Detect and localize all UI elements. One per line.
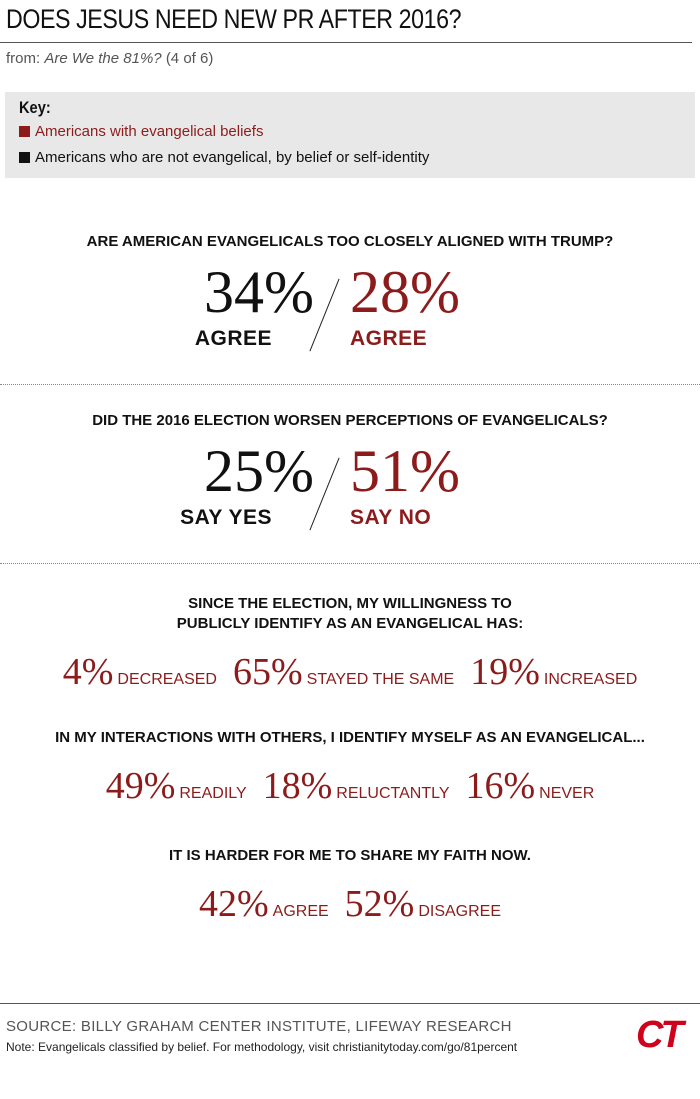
stat: 49% READILY	[106, 764, 247, 808]
left-value: 25%	[204, 438, 314, 504]
subtitle: from: Are We the 81%? (4 of 6)	[6, 50, 213, 67]
stat: 4% DECREASED	[63, 650, 217, 694]
right-label: SAY NO	[350, 506, 432, 529]
stat-row: 4% DECREASED 65% STAYED THE SAME 19% INCREASE…	[0, 650, 700, 694]
logo: CT	[636, 1014, 684, 1056]
stat: 65% STAYED THE SAME	[233, 650, 454, 694]
key-item: Americans who are not evangelical, by be…	[19, 149, 429, 166]
stat-value: 19%	[470, 651, 540, 693]
stat: 16% NEVER	[466, 764, 595, 808]
right-value: 51%	[350, 438, 460, 504]
stat-label: AGREE	[272, 903, 329, 920]
stat-value: 42%	[198, 883, 269, 925]
stat-label: DISAGREE	[418, 903, 501, 920]
key-swatch	[19, 126, 30, 137]
note: Note: Evangelicals classified by belief.…	[6, 1040, 518, 1054]
stat-value: 49%	[105, 765, 176, 807]
key: Key: Americans with evangelical beliefs A…	[5, 92, 695, 178]
stat-value: 16%	[465, 765, 536, 807]
footer-rule	[0, 1003, 700, 1004]
left-label: SAY YES	[180, 506, 272, 529]
right-value: 28%	[350, 259, 460, 325]
question: PUBLICLY IDENTIFY AS AN EVANGELICAL HAS:	[176, 615, 524, 632]
stat-row: 42% AGREE 52% DISAGREE	[0, 882, 700, 926]
title-rule	[0, 42, 692, 43]
stat-label: STAYED THE SAME	[306, 671, 455, 688]
stat-value: 4%	[62, 651, 114, 693]
title: DOES JESUS NEED NEW PR AFTER 2016?	[6, 4, 462, 34]
key-item: Americans with evangelical beliefs	[19, 123, 263, 140]
stat-value: 52%	[344, 883, 415, 925]
part: (4 of 6)	[165, 50, 214, 67]
question: IT IS HARDER FOR ME TO SHARE MY FAITH NO…	[169, 847, 531, 864]
stat-row: 49% READILY 18% RELUCTANTLY 16% NEVER	[0, 764, 700, 808]
divider	[0, 384, 700, 385]
left-label: AGREE	[194, 327, 272, 350]
key-title: Key:	[19, 98, 51, 117]
source-title: Are We the 81%?	[44, 50, 162, 67]
from: from:	[6, 50, 41, 67]
source: SOURCE: BILLY GRAHAM CENTER INSTITUTE, L…	[6, 1018, 512, 1035]
stat-label: READILY	[179, 785, 247, 802]
question: DID THE 2016 ELECTION WORSEN PERCEPTIONS…	[92, 412, 608, 429]
stat-label: DECREASED	[117, 671, 217, 688]
question: ARE AMERICAN EVANGELICALS TOO CLOSELY AL…	[86, 233, 614, 250]
left-value: 34%	[204, 259, 314, 325]
key-swatch	[19, 152, 30, 163]
stat: 18% RELUCTANTLY	[263, 764, 450, 808]
right-label: AGREE	[350, 327, 428, 350]
key-label: Americans who are not evangelical, by be…	[35, 149, 430, 166]
stat: 19% INCREASED	[470, 650, 637, 694]
stat-label: INCREASED	[543, 671, 638, 688]
key-label: Americans with evangelical beliefs	[35, 123, 264, 140]
divider	[0, 563, 700, 564]
stat-value: 65%	[232, 651, 303, 693]
stat: 42% AGREE	[199, 882, 329, 926]
question: SINCE THE ELECTION, MY WILLINGNESS TO	[188, 595, 512, 612]
stat-label: RELUCTANTLY	[336, 785, 450, 802]
question: IN MY INTERACTIONS WITH OTHERS, I IDENTI…	[55, 729, 645, 746]
stat-value: 18%	[262, 765, 333, 807]
stat: 52% DISAGREE	[345, 882, 501, 926]
stat-label: NEVER	[539, 785, 595, 802]
